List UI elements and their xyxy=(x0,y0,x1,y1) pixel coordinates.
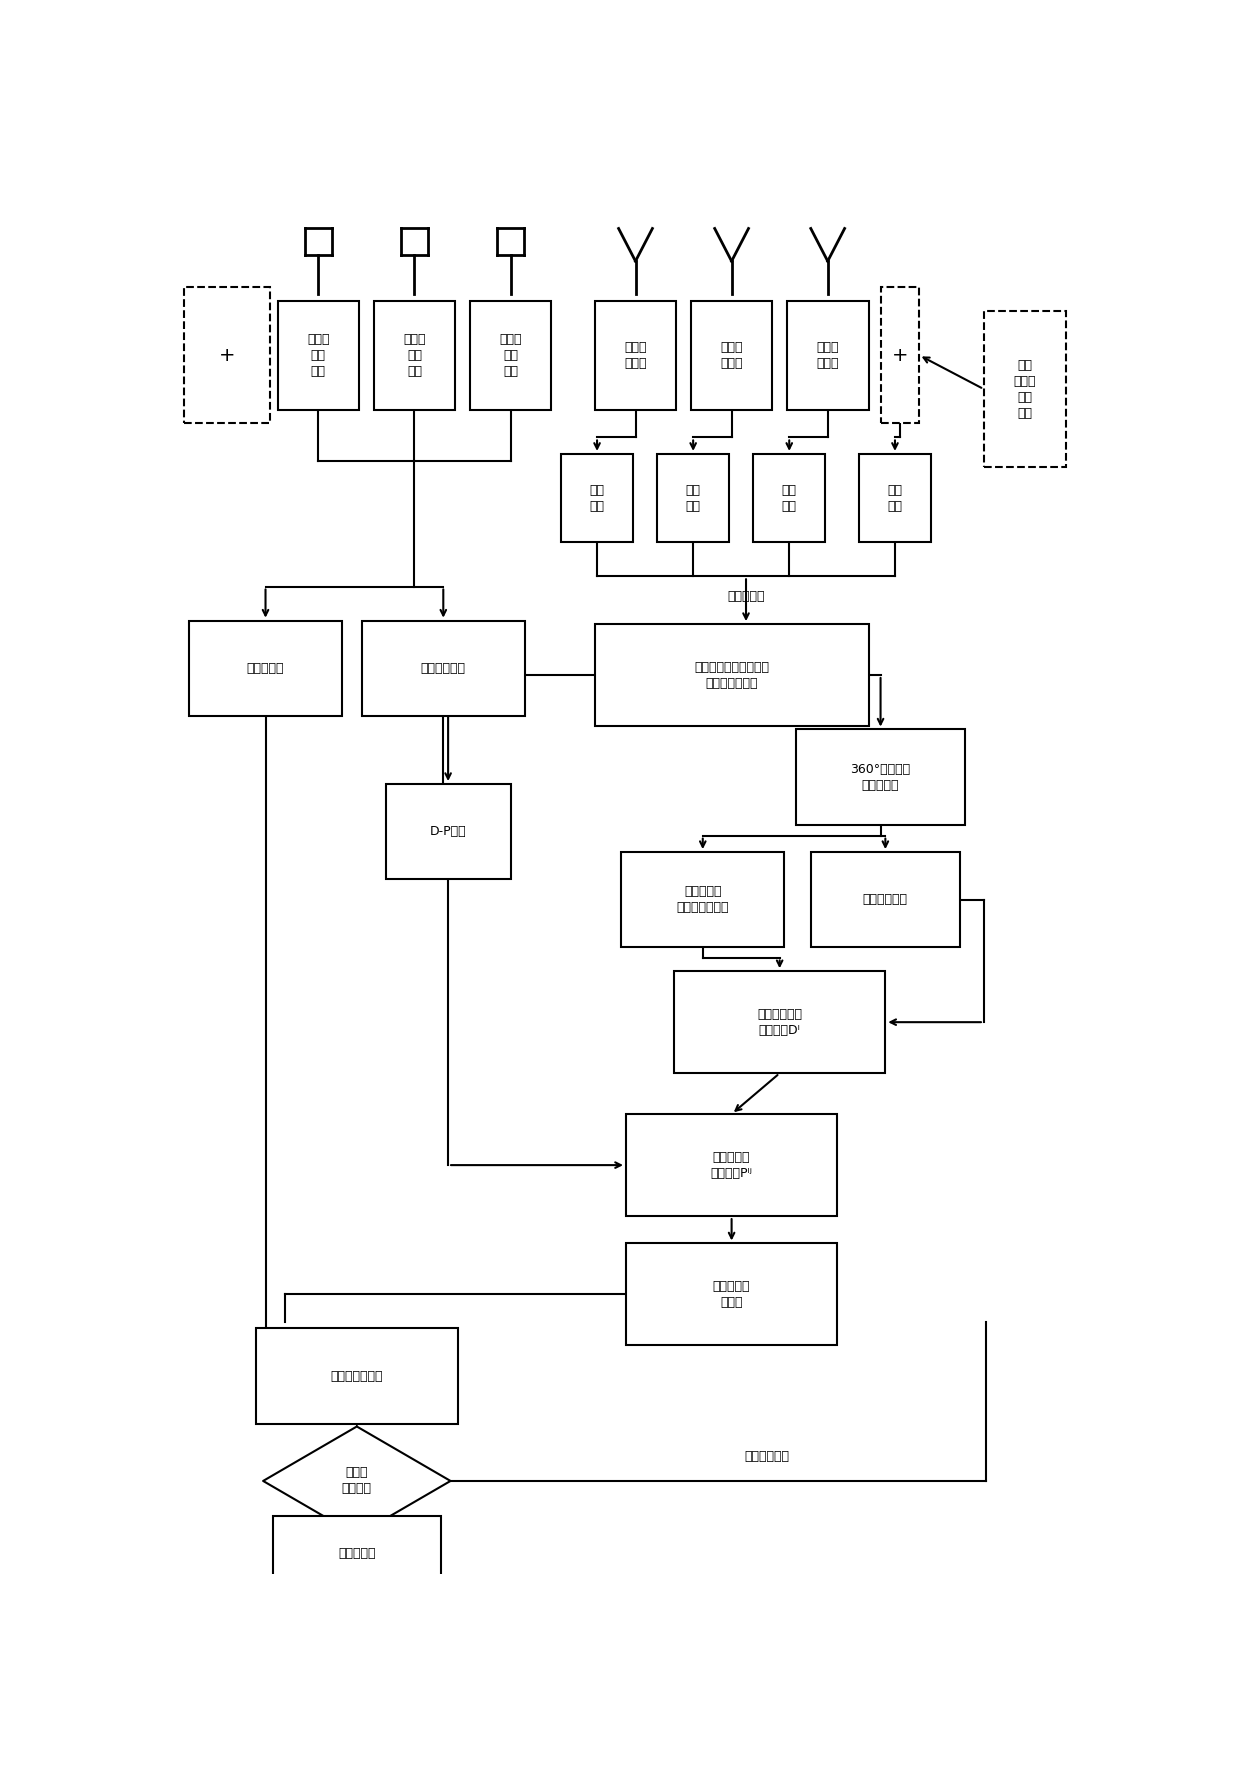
Text: 探测站位置
（主站、辅站）: 探测站位置 （主站、辅站） xyxy=(677,886,729,914)
Text: 板格点至各
站时差: 板格点至各 站时差 xyxy=(713,1280,750,1308)
FancyBboxPatch shape xyxy=(859,454,931,543)
Text: 辐射源
信号
接收: 辐射源 信号 接收 xyxy=(500,332,522,378)
FancyBboxPatch shape xyxy=(386,783,511,879)
Text: 特征
参数: 特征 参数 xyxy=(686,483,701,513)
Text: 电离层参数、临频、底
高、峰高等分布: 电离层参数、临频、底 高、峰高等分布 xyxy=(694,661,769,690)
Text: 特征
参数: 特征 参数 xyxy=(781,483,797,513)
FancyBboxPatch shape xyxy=(787,301,868,410)
Text: 辐射源
信号
接收: 辐射源 信号 接收 xyxy=(403,332,425,378)
FancyBboxPatch shape xyxy=(273,1515,441,1591)
FancyBboxPatch shape xyxy=(560,454,634,543)
FancyBboxPatch shape xyxy=(255,1328,458,1423)
FancyBboxPatch shape xyxy=(470,301,552,410)
Text: 辐射源
信号
接收: 辐射源 信号 接收 xyxy=(308,332,330,378)
FancyBboxPatch shape xyxy=(626,1243,837,1345)
FancyBboxPatch shape xyxy=(691,301,773,410)
Text: 斜测链
路接收: 斜测链 路接收 xyxy=(624,341,647,370)
FancyBboxPatch shape xyxy=(184,286,270,423)
FancyBboxPatch shape xyxy=(595,301,676,410)
Text: 目标工作频率: 目标工作频率 xyxy=(420,661,466,675)
Text: 特征
参数: 特征 参数 xyxy=(888,483,903,513)
FancyBboxPatch shape xyxy=(188,621,342,716)
Text: +: + xyxy=(218,345,236,364)
Text: 板格点至各
站群距离Pᴵʲ: 板格点至各 站群距离Pᴵʲ xyxy=(711,1151,753,1179)
FancyBboxPatch shape xyxy=(657,454,729,543)
Text: +: + xyxy=(892,345,908,364)
Text: 目标点输出: 目标点输出 xyxy=(339,1547,376,1559)
FancyBboxPatch shape xyxy=(362,621,525,716)
FancyBboxPatch shape xyxy=(675,971,885,1073)
FancyBboxPatch shape xyxy=(796,730,965,824)
Text: 时差最接近区域: 时差最接近区域 xyxy=(331,1370,383,1383)
Text: 斜测链
路接收: 斜测链 路接收 xyxy=(720,341,743,370)
Text: 细化探测网格: 细化探测网格 xyxy=(744,1450,789,1462)
FancyBboxPatch shape xyxy=(811,852,960,948)
Text: D-P关系: D-P关系 xyxy=(430,826,466,838)
FancyBboxPatch shape xyxy=(880,286,919,423)
Text: 时差解算值: 时差解算值 xyxy=(247,661,284,675)
Text: 斜测链
路接收: 斜测链 路接收 xyxy=(816,341,839,370)
Text: 外源
电离层
数据
引入: 外源 电离层 数据 引入 xyxy=(1013,359,1035,419)
Text: 360°探测区域
板格点划分: 360°探测区域 板格点划分 xyxy=(851,762,910,792)
Text: 反演及重构: 反演及重构 xyxy=(728,591,765,603)
Polygon shape xyxy=(263,1427,450,1535)
FancyBboxPatch shape xyxy=(983,311,1065,467)
Text: 板格点经纬度: 板格点经纬度 xyxy=(863,893,908,907)
Text: 特征
参数: 特征 参数 xyxy=(589,483,605,513)
FancyBboxPatch shape xyxy=(621,852,785,948)
FancyBboxPatch shape xyxy=(373,301,455,410)
FancyBboxPatch shape xyxy=(595,624,868,727)
FancyBboxPatch shape xyxy=(626,1114,837,1216)
FancyBboxPatch shape xyxy=(753,454,826,543)
Text: 板格点至各站
地面距离Dᴵ: 板格点至各站 地面距离Dᴵ xyxy=(758,1008,802,1036)
Text: 精细度
满足条件: 精细度 满足条件 xyxy=(342,1466,372,1496)
FancyBboxPatch shape xyxy=(278,301,360,410)
